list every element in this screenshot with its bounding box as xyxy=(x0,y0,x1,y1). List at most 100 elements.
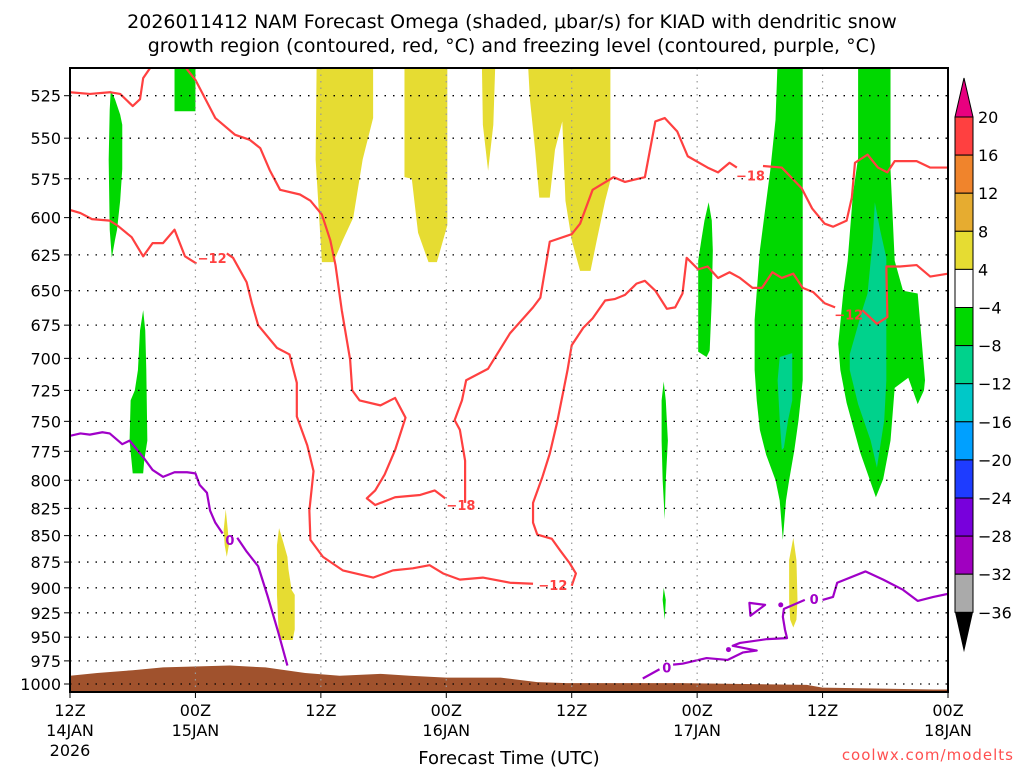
colorbar-swatch xyxy=(954,573,974,613)
colorbar-swatch xyxy=(954,116,974,156)
colorbar-swatch xyxy=(954,268,974,308)
x-tick-label: 12Z xyxy=(54,701,85,720)
freezing-level-dot xyxy=(778,602,784,608)
colorbar-label: −8 xyxy=(978,337,1002,356)
contour-label: 0 xyxy=(810,593,819,608)
x-axis-label: Forecast Time (UTC) xyxy=(418,748,599,768)
watermark: coolwx.com/modelts xyxy=(842,746,1014,764)
gridlines xyxy=(70,68,948,692)
dgz-contour-m18 xyxy=(762,153,948,228)
colorbar-label: −16 xyxy=(978,413,1012,432)
y-tick-label: 925 xyxy=(30,604,61,623)
colorbar-swatch xyxy=(954,307,974,347)
y-tick-label: 600 xyxy=(30,209,61,228)
y-tick-label: 950 xyxy=(30,628,61,647)
dgz-contour-m12 xyxy=(531,256,836,587)
freezing-level-contour-0 xyxy=(236,537,289,666)
colorbar-label: 4 xyxy=(978,260,988,279)
x-tick-label: 00Z xyxy=(932,701,963,720)
colorbar-label: −28 xyxy=(978,527,1012,546)
chart-title-line-2: growth region (contoured, red, °C) and f… xyxy=(148,35,877,57)
dgz-contour-m12 xyxy=(70,208,198,265)
freezing-level-contour-0 xyxy=(672,598,806,666)
y-tick-label: 875 xyxy=(30,553,61,572)
colorbar-below-triangle xyxy=(955,612,973,653)
contour-label: −18 xyxy=(736,170,765,185)
x-tick-label: 16JAN xyxy=(422,721,470,740)
x-tick-label: 00Z xyxy=(180,701,211,720)
colorbar-above-triangle xyxy=(954,77,974,118)
colorbar-swatch xyxy=(954,345,974,385)
freezing-level-contour-0 xyxy=(70,431,224,535)
x-tick-label: 00Z xyxy=(431,701,462,720)
colorbar-label: −12 xyxy=(978,375,1012,394)
y-tick-label: 750 xyxy=(30,412,61,431)
omega-shaded-region xyxy=(662,587,666,620)
y-tick-label: 575 xyxy=(30,170,61,189)
colorbar-swatch xyxy=(954,230,974,270)
plot-area xyxy=(70,68,948,692)
omega-shaded-region xyxy=(661,381,668,520)
omega-shaded-region xyxy=(404,68,448,263)
colorbar-swatch xyxy=(954,497,974,537)
omega-shaded-region xyxy=(108,90,123,258)
y-tick-label: 550 xyxy=(30,129,61,148)
omega-shaded-region xyxy=(754,68,803,540)
freezing-level-dot xyxy=(726,647,731,653)
colorbar-label: 8 xyxy=(978,222,988,241)
omega-shaded-region xyxy=(315,68,374,263)
y-tick-label: 850 xyxy=(30,527,61,546)
chart-title-line-1: 2026011412 NAM Forecast Omega (shaded, μ… xyxy=(127,11,897,33)
contour-label: 0 xyxy=(225,534,234,549)
dgz-contour-m12 xyxy=(861,263,948,325)
contour-label: −12 xyxy=(834,308,863,323)
y-tick-label: 725 xyxy=(30,381,61,400)
contour-label: −18 xyxy=(446,499,475,514)
x-tick-label: 2026 xyxy=(50,741,91,760)
y-tick-label: 775 xyxy=(30,442,61,461)
colorbar-swatch xyxy=(954,383,974,423)
omega-shaded-region xyxy=(223,509,229,557)
omega-shaded-region xyxy=(789,537,798,628)
dgz-contour-m18 xyxy=(453,116,738,503)
colorbar-label: −32 xyxy=(978,565,1012,584)
y-tick-label: 625 xyxy=(30,246,61,265)
contour-label: −12 xyxy=(198,252,227,267)
y-tick-label: 675 xyxy=(30,316,61,335)
x-tick-label: 18JAN xyxy=(924,721,972,740)
omega-shaded-region xyxy=(129,310,148,474)
terrain-fill xyxy=(70,665,948,692)
dgz-contour-m18 xyxy=(70,68,152,108)
contour-label: 0 xyxy=(662,661,671,676)
y-tick-label: 525 xyxy=(30,87,61,106)
x-tick-label: 12Z xyxy=(305,701,336,720)
freezing-level-contour-0 xyxy=(642,668,661,680)
colorbar: 20 16 12 8 4 −4 −8 −12 −16 −20 −24 −28 −32 −36 xyxy=(954,77,1012,653)
freezing-level-contour-0 xyxy=(748,601,767,617)
dgz-contour-m12 xyxy=(226,252,534,585)
colorbar-swatch xyxy=(954,192,974,232)
colorbar-label: 12 xyxy=(978,184,998,203)
colorbar-swatch xyxy=(954,459,974,499)
omega-shaded-region xyxy=(174,68,196,112)
colorbar-swatch xyxy=(954,154,974,194)
y-tick-label: 800 xyxy=(30,471,61,490)
freezing-level-contour-0 xyxy=(822,570,948,602)
colorbar-swatch xyxy=(954,421,974,461)
omega-shaded-region xyxy=(698,202,713,358)
omega-shaded-region xyxy=(528,68,611,271)
contour-labels: −18 −18 −12 −12 −12 0 0 0 xyxy=(198,170,864,677)
colorbar-label: 16 xyxy=(978,146,998,165)
y-tick-label: 700 xyxy=(30,349,61,368)
y-axis: 525 550 575 600 625 650 675 700 725 750 775 800 825 8… xyxy=(20,87,70,694)
y-tick-label: 1000 xyxy=(20,675,61,694)
x-tick-label: 14JAN xyxy=(46,721,94,740)
colorbar-label: −4 xyxy=(978,299,1002,318)
y-tick-label: 900 xyxy=(30,579,61,598)
colorbar-label: −20 xyxy=(978,451,1012,470)
x-tick-label: 00Z xyxy=(681,701,712,720)
x-tick-label: 15JAN xyxy=(172,721,220,740)
contour-label: −12 xyxy=(538,579,567,594)
x-tick-label: 17JAN xyxy=(673,721,721,740)
